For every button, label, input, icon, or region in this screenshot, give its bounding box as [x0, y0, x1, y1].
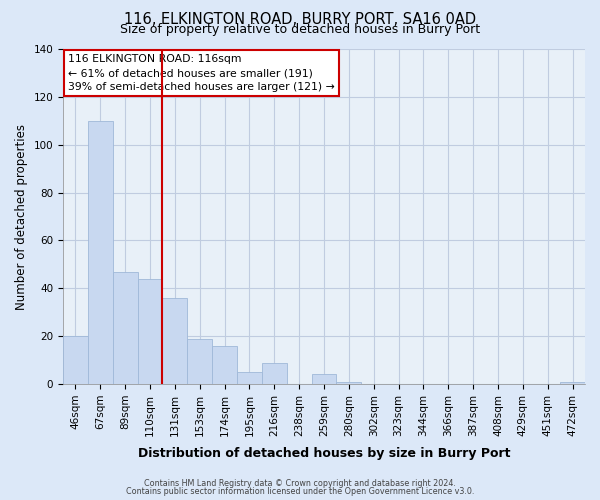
- Bar: [337, 382, 361, 384]
- Bar: [63, 336, 88, 384]
- Bar: [262, 362, 287, 384]
- Text: 116 ELKINGTON ROAD: 116sqm
← 61% of detached houses are smaller (191)
39% of sem: 116 ELKINGTON ROAD: 116sqm ← 61% of deta…: [68, 54, 335, 92]
- Text: Contains public sector information licensed under the Open Government Licence v3: Contains public sector information licen…: [126, 487, 474, 496]
- Bar: [113, 272, 137, 384]
- Y-axis label: Number of detached properties: Number of detached properties: [15, 124, 28, 310]
- Text: Contains HM Land Registry data © Crown copyright and database right 2024.: Contains HM Land Registry data © Crown c…: [144, 479, 456, 488]
- Bar: [88, 121, 113, 384]
- Bar: [212, 346, 237, 384]
- Bar: [311, 374, 337, 384]
- Bar: [560, 382, 585, 384]
- Bar: [137, 278, 163, 384]
- Bar: [237, 372, 262, 384]
- X-axis label: Distribution of detached houses by size in Burry Port: Distribution of detached houses by size …: [138, 447, 510, 460]
- Text: Size of property relative to detached houses in Burry Port: Size of property relative to detached ho…: [120, 22, 480, 36]
- Bar: [163, 298, 187, 384]
- Bar: [187, 338, 212, 384]
- Text: 116, ELKINGTON ROAD, BURRY PORT, SA16 0AD: 116, ELKINGTON ROAD, BURRY PORT, SA16 0A…: [124, 12, 476, 28]
